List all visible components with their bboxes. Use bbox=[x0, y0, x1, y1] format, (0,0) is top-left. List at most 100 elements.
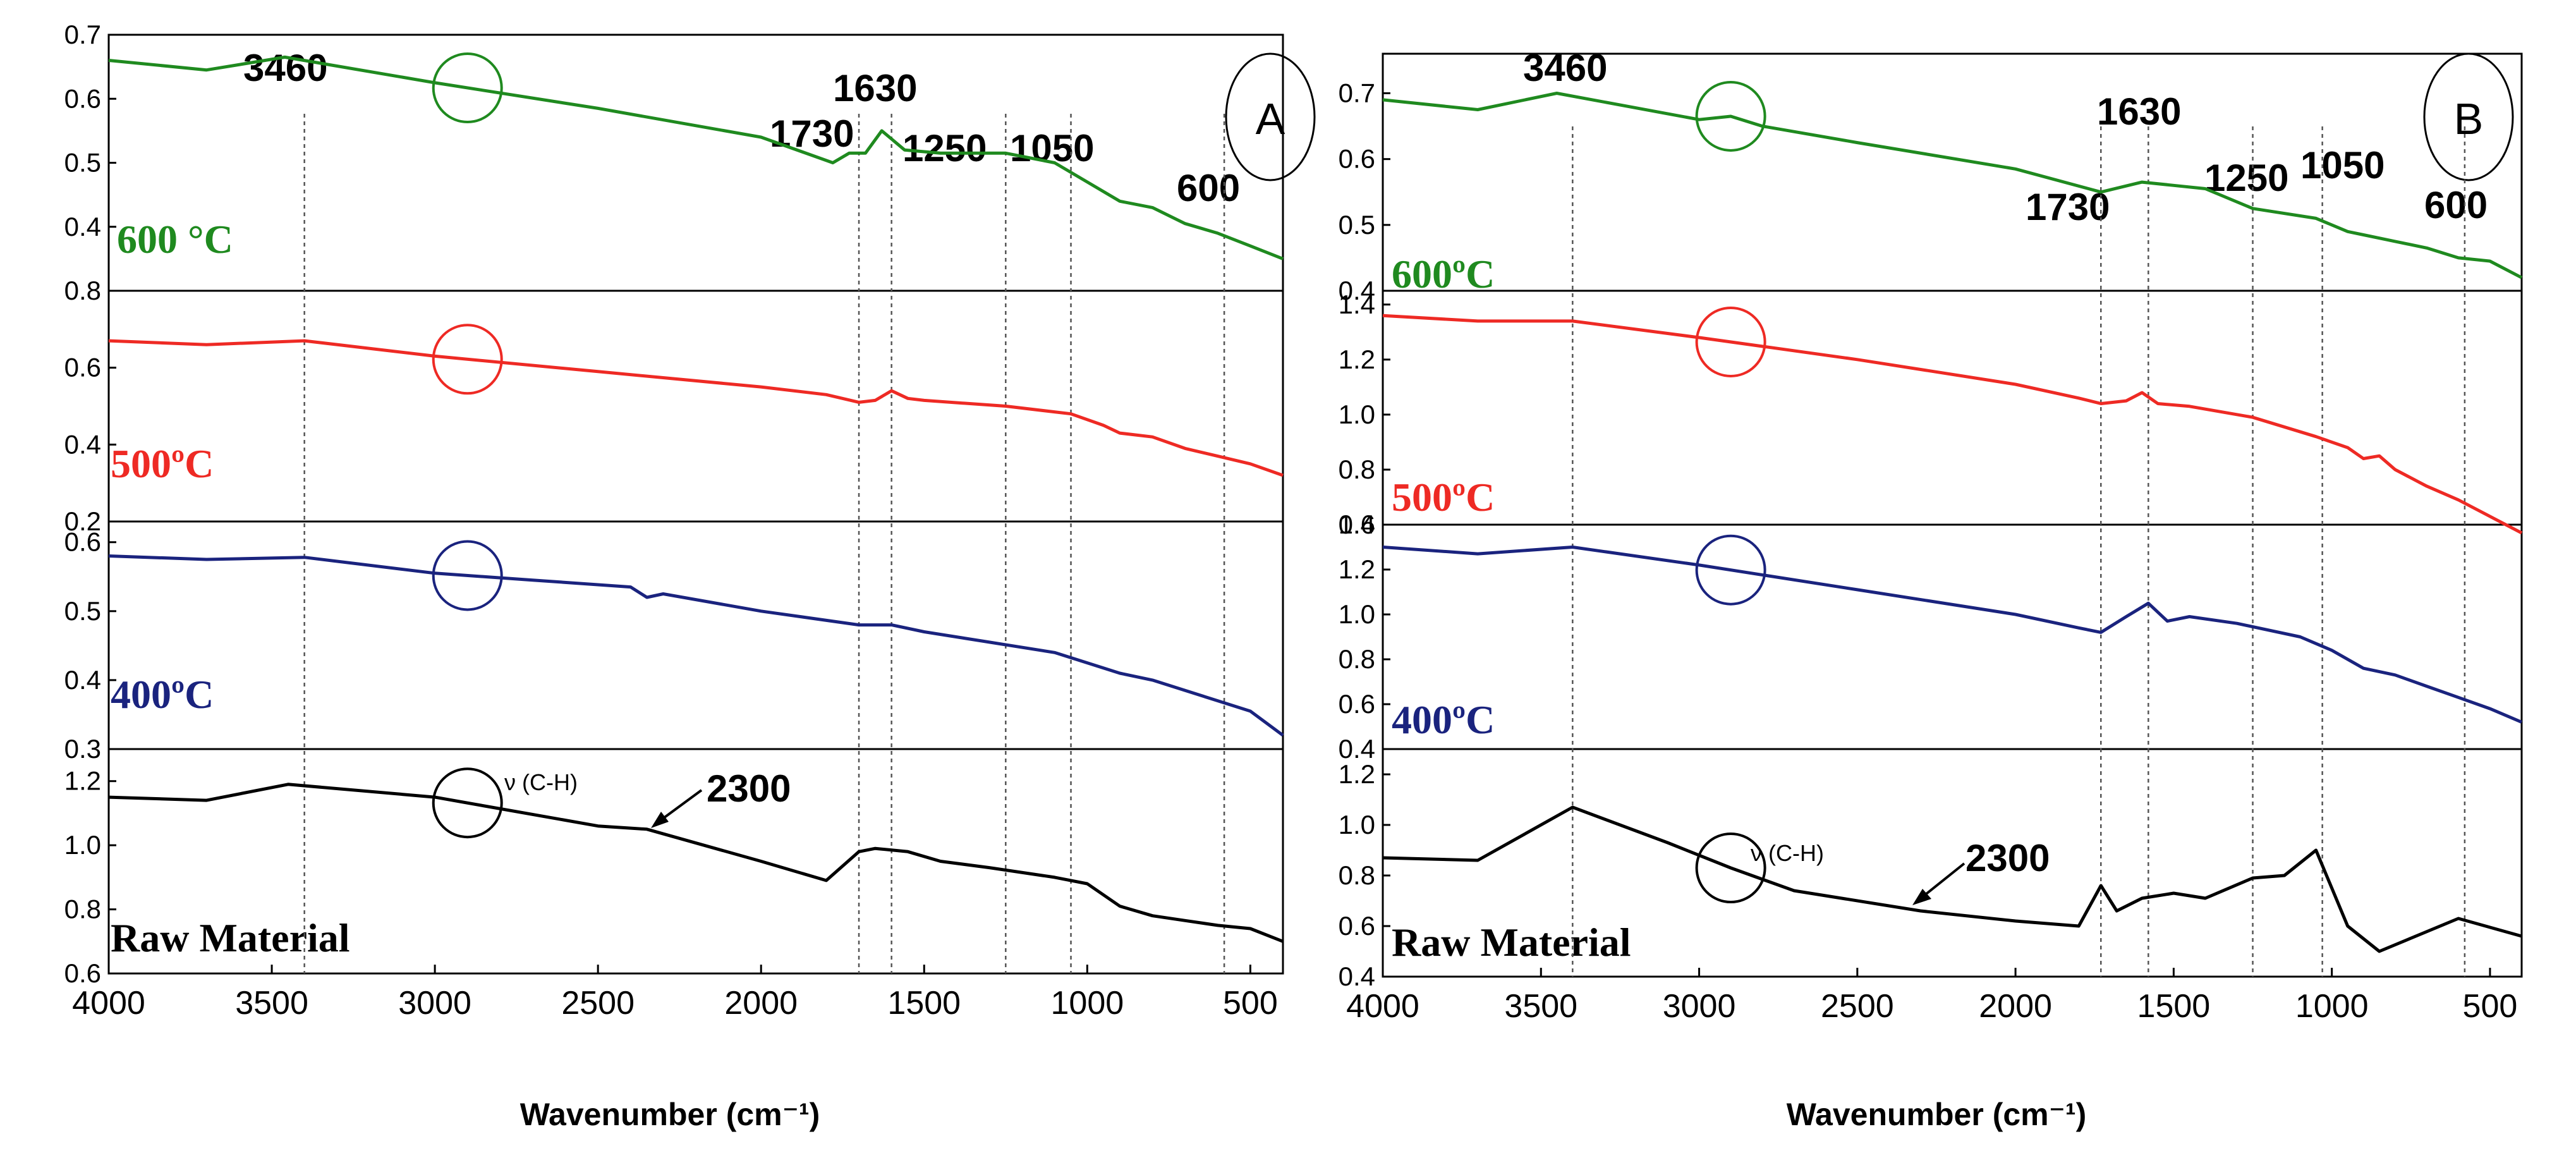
panel-a-600c-ytick-label-0.7: 0.7 bbox=[64, 20, 101, 49]
panel-a-xtick-label-500: 500 bbox=[1223, 985, 1278, 1022]
panel-b-label-ellipse bbox=[2423, 52, 2514, 181]
panel-b-600c-ytick-label-0.7: 0.7 bbox=[1339, 78, 1375, 108]
panel-a-500c-ch-circle bbox=[432, 324, 503, 395]
panel-b-annotation-2300: 2300 bbox=[1965, 837, 2050, 879]
panel-a-xtick-label-3000: 3000 bbox=[398, 985, 471, 1022]
panel-a-raw-ytick-label-0.8: 0.8 bbox=[64, 894, 101, 924]
panel-a-500c-ytick-label-0.2: 0.2 bbox=[64, 506, 101, 536]
panel-b-500c-ytick-label-0.6: 0.6 bbox=[1339, 509, 1375, 539]
panel-b-xtick-label-1500: 1500 bbox=[2137, 988, 2211, 1025]
panel-b-series-500c bbox=[1382, 314, 2523, 535]
panel-a-xtick-label-1000: 1000 bbox=[1050, 985, 1124, 1022]
panel-a-600c-ch-circle bbox=[432, 52, 503, 124]
panel-b-raw-ytick-label-0.8: 0.8 bbox=[1339, 860, 1375, 890]
panel-a-raw-ytick-label-0.6: 0.6 bbox=[64, 958, 101, 988]
panel-b-raw-ch-circle bbox=[1695, 833, 1766, 903]
panel-b-label: B bbox=[2454, 94, 2484, 143]
panel-a-600c-ytick-label-0.5: 0.5 bbox=[64, 148, 101, 178]
panel-b-xlabel: Wavenumber (cm⁻¹) bbox=[1787, 1097, 2087, 1132]
panel-a-600c-ytick-label-0.6: 0.6 bbox=[64, 83, 101, 113]
panel-b-raw-ytick-label-1.2: 1.2 bbox=[1339, 759, 1375, 789]
panel-b-xtick-label-1000: 1000 bbox=[2295, 988, 2369, 1025]
panel-a-peak-600: 600 bbox=[1177, 167, 1240, 209]
panel-b-xtick-label-4000: 4000 bbox=[1346, 988, 1419, 1025]
panel-b-600c-ch-circle bbox=[1695, 80, 1766, 152]
panel-a-series-600c bbox=[108, 55, 1284, 260]
panel-b-400c-ytick-label-0.6: 0.6 bbox=[1339, 689, 1375, 719]
panel-a-xtick-label-3500: 3500 bbox=[235, 985, 308, 1022]
panel-b-peak-1630: 1630 bbox=[2097, 90, 2181, 133]
panel-b-500c-ytick-label-1.2: 1.2 bbox=[1339, 345, 1375, 374]
panel-b-xtick-label-500: 500 bbox=[2463, 988, 2518, 1025]
panel-b-600c-ytick-label-0.5: 0.5 bbox=[1339, 210, 1375, 240]
panel-a-raw-ch-circle bbox=[432, 767, 503, 839]
panel-a-peak-1630: 1630 bbox=[833, 67, 917, 109]
panel-b-series-raw bbox=[1382, 805, 2522, 953]
panel-b-500c-ch-circle bbox=[1695, 306, 1766, 377]
panel-b-peak-1050: 1050 bbox=[2300, 144, 2385, 186]
panel-a-series-400c bbox=[108, 554, 1284, 737]
panel-a-vch-label: ν (C-H) bbox=[504, 769, 578, 795]
panel-a-annotation-2300: 2300 bbox=[707, 767, 791, 810]
panel-a-xlabel: Wavenumber (cm⁻¹) bbox=[520, 1097, 820, 1132]
panel-b-2300-arrow bbox=[1912, 862, 1965, 905]
panel-a-400c-ytick-label-0.6: 0.6 bbox=[64, 527, 101, 557]
panel-a-500c-ytick-label-0.8: 0.8 bbox=[64, 276, 101, 305]
panel-b-xtick-label-3500: 3500 bbox=[1504, 988, 1577, 1025]
panel-a-label-ellipse bbox=[1225, 52, 1316, 181]
panel-b-400c-ytick-label-1.4: 1.4 bbox=[1339, 509, 1375, 539]
panel-b-xtick-label-2000: 2000 bbox=[1979, 988, 2052, 1025]
panel-a-peak-1730: 1730 bbox=[770, 113, 854, 155]
panel-b-label-400c: 400ºC bbox=[1392, 697, 1495, 742]
panel-a-series-raw bbox=[108, 783, 1284, 943]
panel-b-400c-ytick-label-1.0: 1.0 bbox=[1339, 599, 1375, 629]
panel-b-peak-1250: 1250 bbox=[2204, 157, 2288, 199]
panel-b-frame bbox=[1382, 52, 2523, 978]
panel-b-xtick-label-3000: 3000 bbox=[1663, 988, 1736, 1025]
panel-b-400c-ytick-label-0.8: 0.8 bbox=[1339, 644, 1375, 674]
panel-a-frame bbox=[107, 34, 1284, 975]
panel-a-peak-3460: 3460 bbox=[243, 47, 327, 89]
panel-b-600c-ytick-label-0.4: 0.4 bbox=[1339, 276, 1375, 305]
panel-a-xtick-label-2500: 2500 bbox=[561, 985, 635, 1022]
panel-a-raw-ytick-label-1.0: 1.0 bbox=[64, 830, 101, 860]
panel-b-xtick-label-2500: 2500 bbox=[1821, 988, 1894, 1025]
panel-a-2300-arrow bbox=[651, 789, 703, 828]
panel-a-xtick-label-2000: 2000 bbox=[724, 985, 798, 1022]
panel-b-400c-ytick-label-1.2: 1.2 bbox=[1339, 554, 1375, 584]
panel-a-label-500c: 500ºC bbox=[111, 441, 214, 486]
panel-a-label-600c: 600 °C bbox=[117, 217, 233, 262]
panel-b-label-raw: Raw Material bbox=[1392, 920, 1631, 965]
panel-a-600c-ytick-label-0.4: 0.4 bbox=[64, 212, 101, 241]
panel-a-label-400c: 400ºC bbox=[111, 672, 214, 717]
panel-a-raw-ytick-label-1.2: 1.2 bbox=[64, 766, 101, 796]
panel-b-raw-ytick-label-1.0: 1.0 bbox=[1339, 810, 1375, 839]
panel-b-500c-ytick-label-1.4: 1.4 bbox=[1339, 290, 1375, 319]
panel-a: A Wavenumber (cm⁻¹) 3460 1730 1630 1250 … bbox=[64, 20, 1316, 1132]
panel-b-peak-600: 600 bbox=[2424, 184, 2488, 226]
panel-b: B Wavenumber (cm⁻¹) 3460 1730 1630 1250 … bbox=[1339, 47, 2523, 1132]
panel-b-500c-ytick-label-0.8: 0.8 bbox=[1339, 454, 1375, 484]
panel-b-raw-ytick-label-0.4: 0.4 bbox=[1339, 961, 1375, 991]
panel-b-500c-ytick-label-1.0: 1.0 bbox=[1339, 400, 1375, 429]
panel-a-500c-ytick-label-0.4: 0.4 bbox=[64, 429, 101, 459]
panel-a-500c-ytick-label-0.6: 0.6 bbox=[64, 353, 101, 382]
panel-a-400c-ytick-label-0.3: 0.3 bbox=[64, 734, 101, 764]
panel-a-xtick-label-4000: 4000 bbox=[72, 985, 145, 1022]
panel-a-peak-1250: 1250 bbox=[902, 127, 987, 169]
panel-b-raw-ytick-label-0.6: 0.6 bbox=[1339, 911, 1375, 941]
panel-a-series-500c bbox=[108, 339, 1284, 477]
panel-a-400c-ytick-label-0.5: 0.5 bbox=[64, 596, 101, 626]
panel-a-label-raw: Raw Material bbox=[111, 915, 350, 960]
panel-b-series-600c bbox=[1382, 92, 2523, 279]
panel-b-400c-ytick-label-0.4: 0.4 bbox=[1339, 734, 1375, 764]
panel-a-400c-ch-circle bbox=[432, 540, 503, 611]
panel-b-peak-1730: 1730 bbox=[2026, 186, 2110, 228]
panel-b-400c-ch-circle bbox=[1695, 534, 1766, 606]
panel-b-series-400c bbox=[1382, 546, 2522, 724]
panel-a-xtick-label-1500: 1500 bbox=[887, 985, 961, 1022]
panel-a-400c-ytick-label-0.4: 0.4 bbox=[64, 665, 101, 695]
panel-b-label-500c: 500ºC bbox=[1392, 475, 1495, 520]
